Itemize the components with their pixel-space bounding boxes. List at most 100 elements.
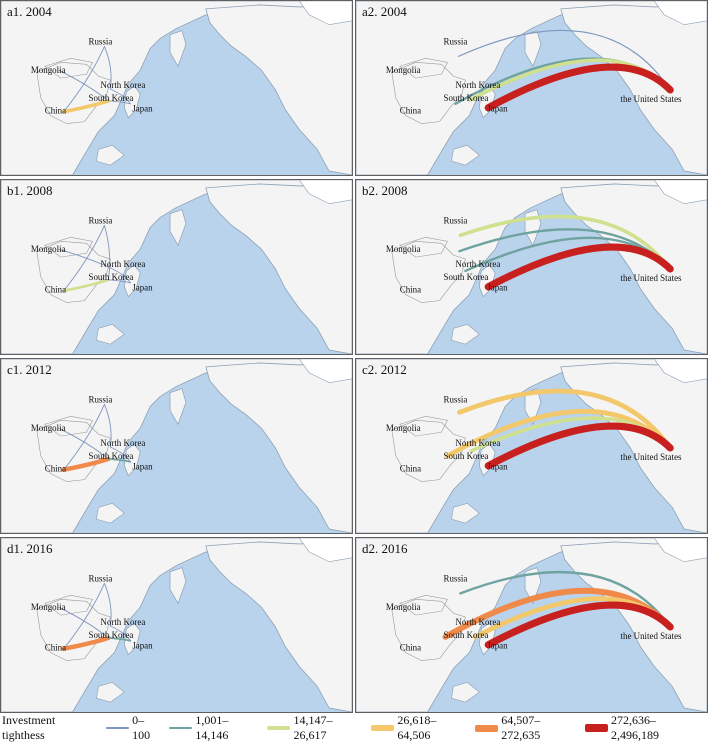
label-north-korea: North Korea (455, 259, 500, 269)
label-mongolia: Mongolia (31, 244, 66, 254)
map-svg: Russia Mongolia China North Korea South Kore… (356, 1, 707, 175)
country-labels: Russia Mongolia China North Korea South Kore… (31, 395, 153, 474)
map-panel-d1: Russia Mongolia China North Korea South Kore… (0, 537, 353, 713)
southeast-asia-islands (96, 503, 125, 524)
flow-arc-1 (457, 29, 671, 91)
map-svg: Russia Mongolia China North Korea South Kore… (1, 1, 352, 175)
japan-island (123, 622, 141, 656)
mongolia-border (44, 595, 93, 616)
label-south-korea: South Korea (89, 272, 134, 282)
mongolia-border (399, 595, 448, 616)
flow-arc-1 (458, 214, 672, 271)
japan-island (123, 443, 141, 477)
southeast-asia-islands (96, 145, 125, 166)
arctic-island (298, 538, 352, 563)
label-north-korea: North Korea (100, 617, 145, 627)
label-united-states: the United States (620, 452, 682, 462)
flow-russia-north_korea (103, 583, 112, 627)
label-united-states: the United States (620, 94, 682, 104)
flow-arcs (442, 570, 674, 649)
kamchatka (169, 567, 187, 605)
kamchatka (524, 388, 542, 426)
label-china: China (400, 464, 421, 474)
flow-south_korea-japan (107, 457, 132, 463)
label-japan: Japan (132, 283, 153, 293)
legend-swatch-4 (371, 725, 395, 731)
label-china: China (400, 643, 421, 653)
flow-lines (58, 225, 131, 293)
flow-arc-1 (457, 388, 673, 451)
flow-arcs (454, 29, 674, 112)
flow-north_korea-japan (109, 446, 131, 463)
flow-south_korea-japan (107, 100, 131, 105)
label-mongolia: Mongolia (386, 602, 421, 612)
mongolia-border (44, 58, 93, 79)
label-south-korea: South Korea (444, 451, 489, 461)
basemap (356, 1, 707, 175)
map-svg: Russia Mongolia China North Korea South Kore… (1, 538, 352, 712)
flow-china-south_korea (61, 456, 111, 472)
flow-lines (58, 404, 132, 472)
label-china: China (400, 106, 421, 116)
flow-mongolia-north_korea (58, 248, 111, 269)
map-panel-a2: Russia Mongolia China North Korea South Kore… (355, 0, 708, 176)
panel-title: c1. 2012 (7, 362, 52, 377)
label-japan: Japan (487, 462, 508, 472)
flow-russia-north_korea (103, 46, 112, 90)
flow-russia-north_korea (103, 404, 112, 448)
label-japan: Japan (487, 641, 508, 651)
legend-swatch-2 (169, 726, 193, 730)
map-svg: Russia Mongolia China North Korea South Kore… (356, 180, 707, 354)
label-japan: Japan (132, 462, 153, 472)
flow-lines (58, 46, 131, 114)
china-border (391, 61, 466, 124)
label-china: China (45, 643, 66, 653)
arctic-island (653, 180, 707, 205)
label-china: China (400, 285, 421, 295)
china-border (36, 61, 111, 124)
flow-north_korea-japan (109, 88, 131, 105)
legend-swatch-3 (267, 725, 291, 731)
label-north-korea: North Korea (100, 80, 145, 90)
flow-russia-china (63, 404, 105, 471)
arctic-island (653, 1, 707, 26)
panel-title: a1. 2004 (7, 4, 52, 19)
mongolia-border (399, 58, 448, 79)
label-russia: Russia (444, 216, 468, 226)
label-japan: Japan (132, 104, 153, 114)
southeast-asia-islands (451, 324, 480, 345)
label-russia: Russia (89, 395, 113, 405)
label-south-korea: South Korea (444, 630, 489, 640)
china-border (391, 419, 466, 482)
label-japan: Japan (487, 283, 508, 293)
flow-mongolia-south_korea (58, 69, 109, 102)
flow-arc-1 (459, 570, 672, 629)
label-south-korea: South Korea (444, 272, 489, 282)
label-mongolia: Mongolia (31, 602, 66, 612)
arctic-island (653, 538, 707, 563)
arctic-island (298, 180, 352, 205)
label-united-states: the United States (620, 273, 682, 283)
mongolia-border (399, 237, 448, 258)
map-svg: Russia Mongolia China North Korea South Kore… (1, 180, 352, 354)
arctic-island (298, 359, 352, 384)
map-svg: Russia Mongolia China North Korea South Kore… (1, 359, 352, 533)
basemap (1, 359, 352, 533)
label-mongolia: Mongolia (386, 244, 421, 254)
kamchatka (524, 30, 542, 68)
map-panel-d2: Russia Mongolia China North Korea South Kore… (355, 537, 708, 713)
basemap (1, 1, 352, 175)
flow-arcs (458, 214, 674, 291)
panel-title: b2. 2008 (362, 183, 408, 198)
flow-arc-4 (484, 63, 674, 112)
label-united-states: the United States (620, 631, 682, 641)
china-border (391, 240, 466, 303)
map-panel-b2: Russia Mongolia China North Korea South Kore… (355, 179, 708, 355)
kamchatka (169, 209, 187, 247)
country-labels: Russia Mongolia China North Korea South Kore… (31, 216, 153, 295)
label-china: China (45, 285, 66, 295)
label-russia: Russia (89, 216, 113, 226)
flow-south_korea-japan (107, 279, 131, 284)
flow-arcs (445, 388, 674, 470)
label-japan: Japan (132, 641, 153, 651)
